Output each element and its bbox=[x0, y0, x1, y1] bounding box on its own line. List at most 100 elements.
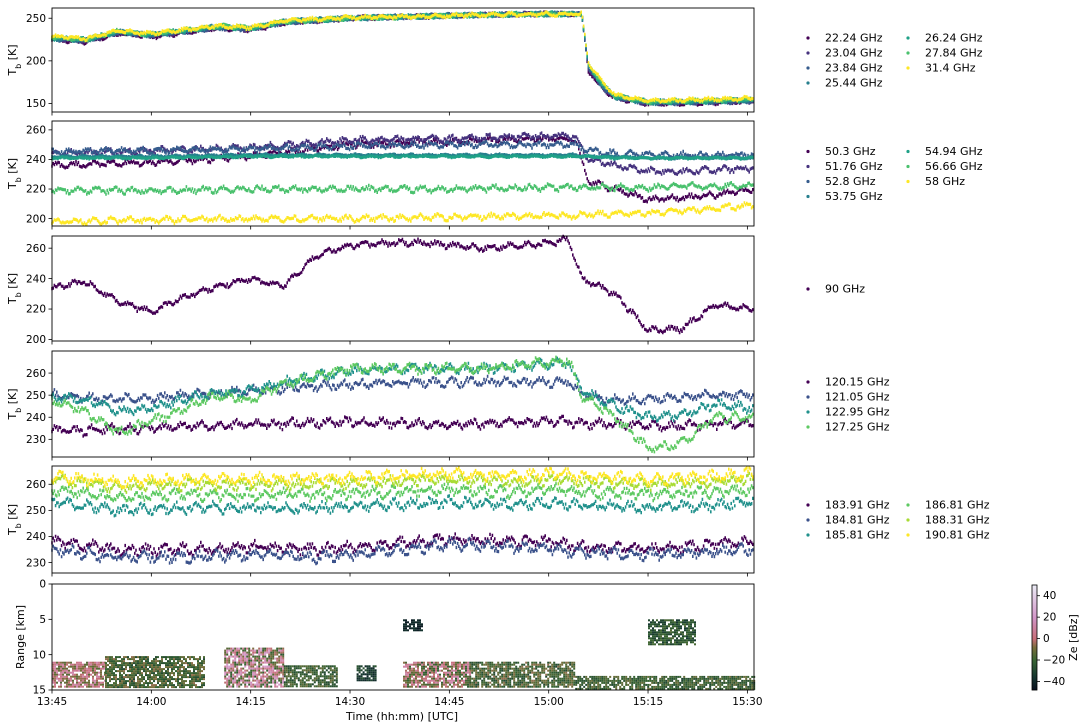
radar-pixel bbox=[262, 675, 265, 678]
series-points bbox=[51, 536, 754, 566]
radar-pixel bbox=[94, 663, 96, 666]
radar-pixel bbox=[663, 679, 666, 682]
radar-pixel bbox=[105, 678, 107, 681]
radar-pixel bbox=[307, 667, 310, 670]
radar-pixel bbox=[521, 685, 524, 688]
radar-pixel bbox=[147, 656, 149, 659]
radar-pixel bbox=[637, 677, 640, 680]
radar-pixel bbox=[193, 678, 195, 681]
radar-pixel bbox=[159, 672, 161, 675]
radar-pixel bbox=[155, 678, 157, 681]
radar-pixel bbox=[183, 662, 185, 665]
radar-pixel bbox=[153, 676, 155, 679]
radar-pixel bbox=[545, 675, 548, 678]
radar-pixel bbox=[503, 673, 506, 676]
radar-pixel bbox=[323, 677, 326, 680]
radar-pixel bbox=[409, 671, 411, 674]
radar-pixel bbox=[633, 679, 636, 682]
radar-pixel bbox=[246, 657, 249, 660]
radar-pixel bbox=[527, 677, 530, 680]
radar-pixel bbox=[80, 683, 82, 686]
radar-pixel bbox=[665, 681, 668, 684]
radar-pixel bbox=[76, 681, 78, 684]
radar-pixel bbox=[672, 621, 674, 624]
radar-pixel bbox=[517, 679, 520, 682]
radar-pixel bbox=[54, 665, 56, 668]
radar-pixel bbox=[173, 684, 175, 687]
radar-pixel bbox=[631, 679, 634, 682]
radar-pixel bbox=[228, 669, 231, 672]
radar-pixel bbox=[660, 621, 662, 624]
radar-pixel bbox=[413, 677, 415, 680]
radar-pixel bbox=[68, 671, 70, 674]
radar-pixel bbox=[319, 671, 322, 674]
radar-pixel bbox=[366, 677, 369, 680]
radar-pixel bbox=[266, 679, 269, 682]
radar-pixel bbox=[287, 671, 290, 674]
radar-pixel bbox=[171, 672, 173, 675]
radar-pixel bbox=[141, 684, 143, 687]
radar-pixel bbox=[687, 687, 690, 690]
radar-pixel bbox=[100, 673, 102, 676]
radar-pixel bbox=[374, 677, 377, 680]
radar-pixel bbox=[593, 683, 596, 686]
radar-pixel bbox=[129, 684, 131, 687]
radar-pixel bbox=[403, 629, 405, 632]
radar-pixel bbox=[509, 667, 512, 670]
radar-pixel bbox=[94, 681, 96, 684]
radar-pixel bbox=[96, 667, 98, 670]
radar-pixel bbox=[443, 663, 445, 666]
radar-pixel bbox=[88, 681, 90, 684]
series-23-84-ghz bbox=[51, 10, 754, 107]
radar-pixel bbox=[435, 677, 437, 680]
radar-pixel bbox=[469, 685, 472, 688]
radar-pixel bbox=[515, 669, 518, 672]
radar-pixel bbox=[553, 685, 556, 688]
colorbar-cell bbox=[1032, 680, 1037, 682]
radar-pixel bbox=[141, 680, 143, 683]
radar-pixel bbox=[248, 675, 251, 678]
radar-pixel bbox=[729, 687, 732, 690]
radar-pixel bbox=[119, 678, 121, 681]
radar-pixel bbox=[491, 683, 494, 686]
radar-pixel bbox=[119, 666, 121, 669]
radar-pixel bbox=[413, 663, 415, 666]
colorbar-cell bbox=[1032, 671, 1037, 673]
radar-pixel bbox=[252, 655, 255, 658]
radar-pixel bbox=[100, 675, 102, 678]
radar-pixel bbox=[240, 647, 243, 650]
radar-pixel bbox=[250, 685, 253, 688]
radar-pixel bbox=[157, 660, 159, 663]
radar-pixel bbox=[451, 681, 453, 684]
x-tick-label: 13:45 bbox=[37, 696, 67, 708]
radar-pixel bbox=[670, 627, 672, 630]
radar-pixel bbox=[121, 658, 123, 661]
radar-pixel bbox=[254, 685, 257, 688]
radar-pixel bbox=[299, 667, 302, 670]
series-points bbox=[51, 374, 754, 406]
radar-pixel bbox=[691, 681, 694, 684]
radar-pixel bbox=[519, 675, 522, 678]
radar-pixel bbox=[511, 685, 514, 688]
radar-pixel bbox=[246, 653, 249, 656]
radar-pixel bbox=[503, 681, 506, 684]
radar-pixel bbox=[161, 678, 163, 681]
radar-pixel bbox=[274, 657, 277, 660]
radar-pixel bbox=[72, 665, 74, 668]
radar-pixel bbox=[656, 641, 658, 644]
radar-pixel bbox=[571, 663, 574, 666]
radar-pixel bbox=[232, 663, 235, 666]
radar-pixel bbox=[551, 681, 554, 684]
radar-pixel bbox=[719, 683, 722, 686]
radar-pixel bbox=[145, 660, 147, 663]
radar-pixel bbox=[90, 665, 92, 668]
radar-pixel bbox=[547, 681, 550, 684]
radar-pixel bbox=[179, 682, 181, 685]
radar-pixel bbox=[60, 677, 62, 680]
legend-label: 25.44 GHz bbox=[825, 77, 883, 90]
radar-pixel bbox=[627, 679, 630, 682]
radar-pixel bbox=[505, 665, 508, 668]
radar-pixel bbox=[366, 667, 369, 670]
colorbar-cell bbox=[1032, 668, 1037, 670]
radar-pixel bbox=[413, 629, 415, 632]
